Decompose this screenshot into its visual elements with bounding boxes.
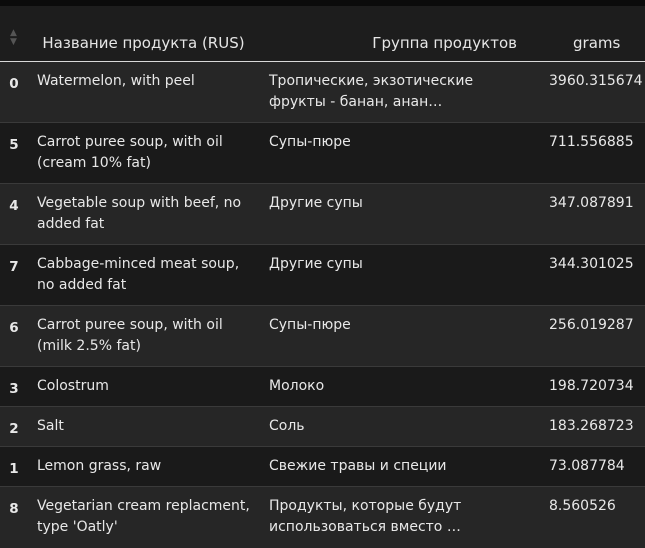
table-row: 4 Vegetable soup with beef, no added fat… <box>0 184 645 245</box>
table-row: 1 Lemon grass, raw Свежие травы и специи… <box>0 447 645 487</box>
row-index: 7 <box>0 245 28 306</box>
cell-grams: 347.087891 <box>539 184 645 245</box>
cell-name: Carrot puree soup, with oil (milk 2.5% f… <box>28 306 259 367</box>
cell-grams: 73.087784 <box>539 447 645 487</box>
cell-grams: 8.560526 <box>539 487 645 548</box>
cell-grams: 198.720734 <box>539 367 645 407</box>
row-index: 2 <box>0 407 28 447</box>
cell-name: Vegetarian cream replacment, type 'Oatly… <box>28 487 259 548</box>
row-index: 6 <box>0 306 28 367</box>
row-index: 8 <box>0 487 28 548</box>
cell-name: Vegetable soup with beef, no added fat <box>28 184 259 245</box>
cell-group: Продукты, которые будут использоваться в… <box>259 487 539 548</box>
cell-grams: 344.301025 <box>539 245 645 306</box>
dataframe-table: ▲▼ Название продукта (RUS) Группа продук… <box>0 25 645 548</box>
row-index: 0 <box>0 62 28 123</box>
cell-grams: 256.019287 <box>539 306 645 367</box>
cell-grams: 3960.315674 <box>539 62 645 123</box>
row-index: 5 <box>0 123 28 184</box>
cell-grams: 711.556885 <box>539 123 645 184</box>
header-row: ▲▼ Название продукта (RUS) Группа продук… <box>0 25 645 62</box>
sort-icon[interactable]: ▲▼ <box>10 29 17 47</box>
cell-group: Молоко <box>259 367 539 407</box>
table-row: 5 Carrot puree soup, with oil (cream 10%… <box>0 123 645 184</box>
cell-group: Другие супы <box>259 184 539 245</box>
row-index: 4 <box>0 184 28 245</box>
cell-group: Соль <box>259 407 539 447</box>
cell-group: Свежие травы и специи <box>259 447 539 487</box>
table-row: 2 Salt Соль 183.268723 <box>0 407 645 447</box>
cell-group: Супы-пюре <box>259 306 539 367</box>
header-grams[interactable]: grams <box>539 25 645 62</box>
row-index: 3 <box>0 367 28 407</box>
cell-name: Watermelon, with peel <box>28 62 259 123</box>
index-header[interactable]: ▲▼ <box>0 25 28 62</box>
table-row: 8 Vegetarian cream replacment, type 'Oat… <box>0 487 645 548</box>
header-group[interactable]: Группа продуктов <box>259 25 539 62</box>
table-row: 7 Cabbage-minced meat soup, no added fat… <box>0 245 645 306</box>
cell-grams: 183.268723 <box>539 407 645 447</box>
row-index: 1 <box>0 447 28 487</box>
header-name[interactable]: Название продукта (RUS) <box>28 25 259 62</box>
table-row: 3 Colostrum Молоко 198.720734 <box>0 367 645 407</box>
cell-name: Colostrum <box>28 367 259 407</box>
cell-name: Carrot puree soup, with oil (cream 10% f… <box>28 123 259 184</box>
cell-group: Другие супы <box>259 245 539 306</box>
cell-name: Cabbage-minced meat soup, no added fat <box>28 245 259 306</box>
table-row: 6 Carrot puree soup, with oil (milk 2.5%… <box>0 306 645 367</box>
table-row: 0 Watermelon, with peel Тропические, экз… <box>0 62 645 123</box>
cell-name: Lemon grass, raw <box>28 447 259 487</box>
cell-name: Salt <box>28 407 259 447</box>
cell-group: Супы-пюре <box>259 123 539 184</box>
cell-group: Тропические, экзотические фрукты - банан… <box>259 62 539 123</box>
